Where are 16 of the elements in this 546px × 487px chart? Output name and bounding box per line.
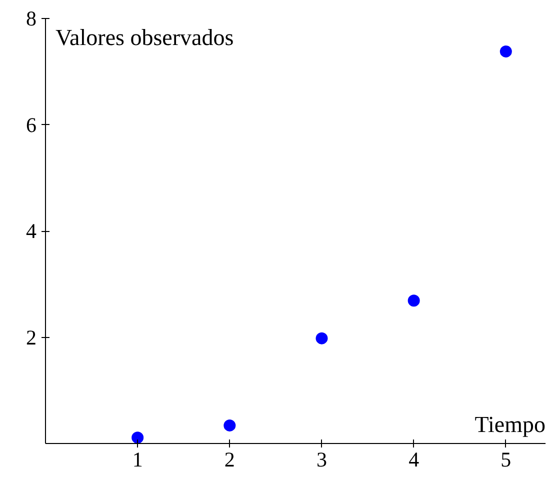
point — [224, 419, 236, 432]
y-tick-label: 2 — [26, 325, 36, 350]
y-tick-label: 4 — [26, 219, 37, 243]
y-tick-label: 6 — [26, 112, 36, 137]
x-axis-title: Tiempo — [474, 412, 546, 438]
x-tick-label: 4 — [408, 448, 420, 472]
y-tick-label: 8 — [26, 6, 36, 30]
x-tick-label: 2 — [224, 448, 235, 472]
point — [500, 45, 512, 58]
point — [316, 332, 328, 344]
x-tick-label: 1 — [132, 448, 143, 472]
point — [132, 432, 144, 444]
y-axis-title: Valores observados — [56, 24, 234, 50]
point — [408, 294, 420, 307]
x-tick-label: 3 — [316, 448, 327, 472]
x-tick-label: 5 — [500, 448, 512, 472]
